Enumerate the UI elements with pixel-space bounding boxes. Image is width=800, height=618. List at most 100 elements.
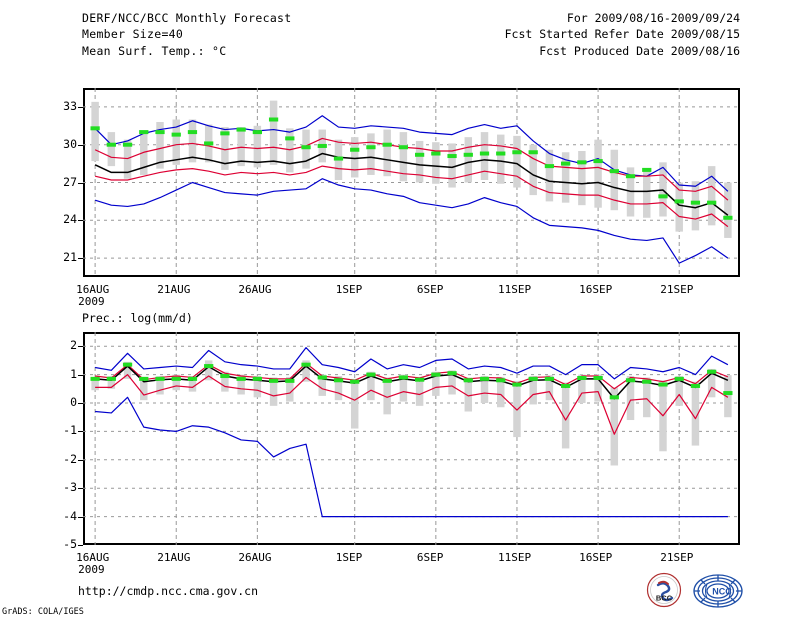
ensemble-spread-bar <box>107 132 116 167</box>
x-axis-year-label: 2009 <box>78 563 105 576</box>
x-tick-label: 26AUG <box>238 283 272 296</box>
temperature-chart-panel <box>83 88 740 277</box>
ensemble-spread-bar <box>415 140 424 183</box>
x-tick-label: 6SEP <box>416 551 444 564</box>
ensemble-spread-bar <box>204 360 213 381</box>
y-tick-mark <box>78 182 83 184</box>
ensemble-spread-bar <box>610 387 619 466</box>
y-tick-label: -3 <box>63 480 77 495</box>
x-tick-label: 21AUG <box>157 551 191 564</box>
x-tick-label: 26AUG <box>238 551 272 564</box>
ncc-logo-icon: NCC <box>693 574 743 608</box>
x-tick-label: 16AUG <box>76 283 110 296</box>
ensemble-spread-bar <box>253 125 262 168</box>
forecast-period-label: For 2009/08/16-2009/09/24 <box>566 11 740 25</box>
series-line <box>95 365 729 400</box>
temperature-variable-label: Mean Surf. Temp.: °C <box>82 44 227 58</box>
website-url[interactable]: http://cmdp.ncc.cma.gov.cn <box>78 584 259 598</box>
ensemble-spread-bar <box>561 152 570 203</box>
precipitation-chart-panel <box>83 332 740 545</box>
ensemble-spread-bar <box>529 376 537 405</box>
ensemble-spread-bar <box>221 127 229 170</box>
series-line <box>94 115 729 192</box>
ensemble-spread-bar <box>675 182 683 232</box>
x-tick-label: 11SEP <box>497 551 532 564</box>
ensemble-spread-bar <box>480 132 489 180</box>
ensemble-spread-bar <box>123 361 132 379</box>
ensemble-spread-bar <box>594 139 602 208</box>
ensemble-spread-bar <box>594 374 602 402</box>
y-tick-mark <box>78 106 83 108</box>
x-tick-label: 16SEP <box>579 283 613 296</box>
ensemble-spread-bar <box>432 371 440 396</box>
ensemble-spread-bar <box>123 139 132 179</box>
x-tick-label: 16AUG <box>76 551 110 564</box>
ensemble-spread-bar <box>545 375 554 401</box>
ensemble-spread-bar <box>383 377 391 415</box>
ensemble-spread-bar <box>480 376 489 403</box>
y-tick-label: 1 <box>70 366 77 381</box>
y-tick-mark <box>78 516 83 518</box>
y-tick-label: 2 <box>70 338 77 353</box>
ensemble-spread-bar <box>253 376 262 398</box>
y-tick-mark <box>78 431 83 433</box>
forecast-started-label: Fcst Started Refer Date 2009/08/15 <box>504 27 740 41</box>
ensemble-spread-bar <box>350 137 359 178</box>
ensemble-spread-bar <box>318 374 326 396</box>
precipitation-title: Prec.: log(mm/d) <box>82 311 193 325</box>
y-tick-label: 33 <box>63 98 77 113</box>
ensemble-spread-bar <box>156 376 164 395</box>
ensemble-spread-bar <box>140 132 148 175</box>
ensemble-spread-bar <box>643 377 651 418</box>
ensemble-spread-bar <box>675 376 683 406</box>
ensemble-spread-bar <box>707 368 716 398</box>
series-line <box>95 347 729 380</box>
ensemble-spread-bar <box>399 132 408 182</box>
y-tick-mark <box>78 144 83 146</box>
ensemble-spread-bar <box>464 377 473 412</box>
ensemble-spread-bar <box>334 376 343 401</box>
ensemble-spread-bar <box>448 370 456 395</box>
ensemble-spread-bar <box>513 135 521 188</box>
member-size-label: Member Size=40 <box>82 27 184 41</box>
series-line <box>94 165 729 228</box>
ensemble-spread-bar <box>269 377 278 406</box>
ensemble-spread-bar <box>91 377 99 391</box>
ensemble-spread-bar <box>383 129 391 177</box>
x-tick-label: 21SEP <box>660 551 694 564</box>
series-line <box>95 373 729 435</box>
ensemble-spread-bar <box>561 382 570 449</box>
ensemble-spread-bar <box>237 127 245 167</box>
ensemble-spread-bar <box>464 137 473 183</box>
x-tick-label: 21SEP <box>660 283 694 296</box>
temperature-plot-area <box>83 88 740 277</box>
y-tick-mark <box>78 258 83 260</box>
ensemble-spread-bar <box>724 182 732 238</box>
ensemble-spread-bar <box>399 374 408 402</box>
ensemble-spread-bar <box>350 378 359 429</box>
ensemble-spread-bar <box>188 376 197 392</box>
y-tick-mark <box>78 374 83 376</box>
ensemble-spread-bar <box>643 169 651 218</box>
ensemble-spread-bar <box>91 101 99 162</box>
grads-credit: GrADS: COLA/IGES <box>2 607 84 617</box>
ensemble-spread-bar <box>302 360 310 382</box>
y-tick-label: 30 <box>63 136 77 151</box>
y-tick-mark <box>78 545 83 546</box>
ensemble-spread-bar <box>497 134 505 184</box>
x-tick-label: 1SEP <box>335 283 363 296</box>
precipitation-plot-area <box>83 332 740 545</box>
ensemble-spread-bar <box>578 151 586 206</box>
ensemble-spread-bar <box>529 144 537 196</box>
ensemble-spread-bar <box>367 133 375 175</box>
y-tick-label: 24 <box>63 212 77 227</box>
series-line <box>94 152 729 216</box>
ensemble-spread-bar <box>221 371 229 392</box>
y-tick-mark <box>78 220 83 222</box>
ensemble-spread-bar <box>578 374 586 403</box>
ensemble-spread-bar <box>156 122 164 169</box>
x-tick-label: 6SEP <box>416 283 444 296</box>
forecast-title: DERF/NCC/BCC Monthly Forecast <box>82 11 292 25</box>
series-line <box>95 362 729 390</box>
ensemble-spread-bar <box>269 100 278 165</box>
